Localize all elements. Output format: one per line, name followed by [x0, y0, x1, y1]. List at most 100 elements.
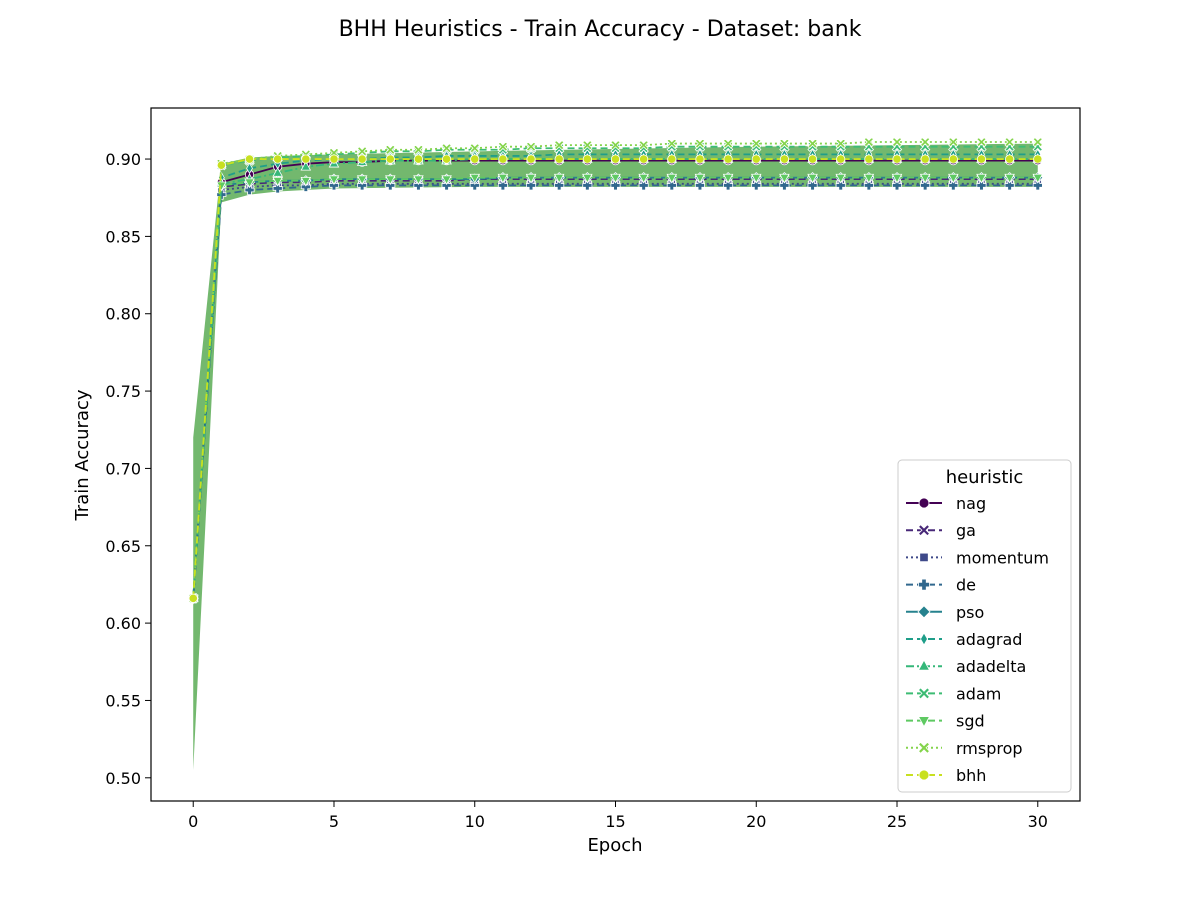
legend-item-bhh: bhh: [906, 766, 986, 785]
y-tick-label: 0.75: [105, 382, 141, 401]
legend-title: heuristic: [946, 467, 1024, 488]
data-point-sgd: [835, 173, 847, 184]
data-point-bhh: [357, 154, 367, 164]
data-point-bhh: [695, 154, 705, 164]
data-point-rmsprop: [469, 143, 480, 154]
legend-item-rmsprop: rmsprop: [906, 739, 1023, 758]
data-point-rmsprop: [441, 143, 452, 154]
data-point-bhh: [188, 593, 198, 603]
x-tick-label: 30: [1028, 812, 1048, 831]
legend-item-ga: ga: [906, 521, 976, 540]
x-tick-label: 15: [605, 812, 625, 831]
data-point-bhh: [470, 154, 480, 164]
data-point-bhh: [920, 154, 930, 164]
data-point-rmsprop: [554, 139, 565, 151]
data-point-bhh: [836, 154, 846, 164]
data-point-bhh: [582, 154, 592, 164]
data-point-bhh: [892, 154, 902, 164]
series-sgd: [187, 173, 1044, 605]
data-point-de: [976, 180, 987, 191]
data-point-sgd: [328, 175, 340, 186]
data-point-sgd: [948, 173, 959, 184]
data-point-de: [385, 180, 396, 191]
data-point-bhh: [807, 154, 818, 164]
data-point-sgd: [1004, 173, 1015, 184]
legend-marker-nag: [918, 497, 930, 509]
data-point-sgd: [553, 173, 565, 184]
data-point-bhh: [723, 154, 733, 164]
x-tick-label: 5: [329, 812, 339, 831]
legend-label-momentum: momentum: [956, 548, 1049, 567]
data-point-sgd: [610, 173, 621, 184]
data-point-sgd: [384, 175, 396, 186]
data-point-rmsprop: [751, 138, 762, 149]
legend-label-pso: pso: [956, 603, 984, 622]
data-point-bhh: [413, 154, 424, 164]
legend-marker-adam: [917, 687, 931, 700]
data-point-de: [300, 181, 311, 192]
data-point-rmsprop: [638, 139, 649, 151]
legend-item-adam: adam: [906, 684, 1001, 703]
data-point-sgd: [722, 173, 734, 184]
data-point-sgd: [413, 175, 424, 186]
data-point-de: [469, 180, 480, 191]
data-point-bhh: [1033, 154, 1043, 164]
data-point-bhh: [498, 154, 508, 164]
data-point-sgd: [1032, 173, 1044, 184]
legend-item-adagrad: adagrad: [906, 630, 1022, 649]
data-point-de: [497, 180, 508, 191]
data-point-bhh: [554, 154, 564, 164]
legend-marker-momentum: [919, 552, 929, 563]
x-tick-label: 25: [887, 812, 907, 831]
data-point-adadelta: [300, 160, 312, 171]
x-tick-label: 0: [188, 812, 198, 831]
y-axis: 0.50 0.55 0.60 0.65 0.70 0.75 0.80 0.85 0.90: [105, 150, 151, 788]
legend-marker-ga: [917, 524, 931, 537]
data-point-de: [1004, 180, 1015, 191]
data-point-sgd: [694, 173, 706, 184]
legend-box: [897, 459, 1072, 793]
data-point-sgd: [807, 173, 818, 184]
data-point-sgd: [441, 175, 452, 186]
data-point-de: [272, 183, 283, 194]
legend-item-momentum: momentum: [906, 548, 1049, 567]
x-tick-label: 10: [465, 812, 485, 831]
data-point-de: [666, 180, 677, 191]
data-point-sgd: [469, 173, 481, 184]
data-point-sgd: [300, 176, 312, 187]
data-point-de: [863, 180, 874, 191]
data-point-adadelta: [272, 167, 283, 177]
data-point-rmsprop: [779, 138, 790, 149]
data-point-de: [1032, 180, 1043, 191]
data-point-bhh: [273, 154, 283, 164]
data-point-sgd: [356, 175, 368, 186]
data-point-bhh: [216, 160, 226, 170]
data-point-de: [582, 180, 593, 191]
data-point-de: [807, 180, 818, 191]
data-point-de: [526, 180, 537, 191]
data-point-rmsprop: [891, 136, 903, 148]
data-point-rmsprop: [919, 136, 931, 148]
legend: heuristic nag ga momentum de pso adagrad adadel…: [897, 459, 1072, 793]
data-point-sgd: [497, 173, 509, 184]
data-point-de: [610, 180, 621, 191]
data-point-de: [920, 180, 931, 191]
data-point-rmsprop: [666, 138, 677, 149]
legend-marker-adagrad: [920, 632, 928, 646]
legend-label-sgd: sgd: [956, 712, 985, 731]
data-point-de: [948, 180, 959, 191]
data-point-rmsprop: [356, 146, 368, 157]
legend-item-sgd: sgd: [906, 712, 985, 731]
legend-item-pso: pso: [906, 603, 984, 622]
legend-label-adadelta: adadelta: [956, 657, 1026, 676]
legend-marker-adadelta: [917, 659, 931, 671]
legend-marker-bhh: [918, 769, 930, 781]
data-point-bhh: [864, 154, 874, 164]
legend-label-ga: ga: [956, 521, 976, 540]
x-axis: 0 5 10 15 20 25 30: [188, 801, 1048, 831]
data-point-sgd: [638, 173, 649, 184]
data-point-bhh: [976, 154, 987, 164]
data-point-bhh: [301, 154, 311, 164]
